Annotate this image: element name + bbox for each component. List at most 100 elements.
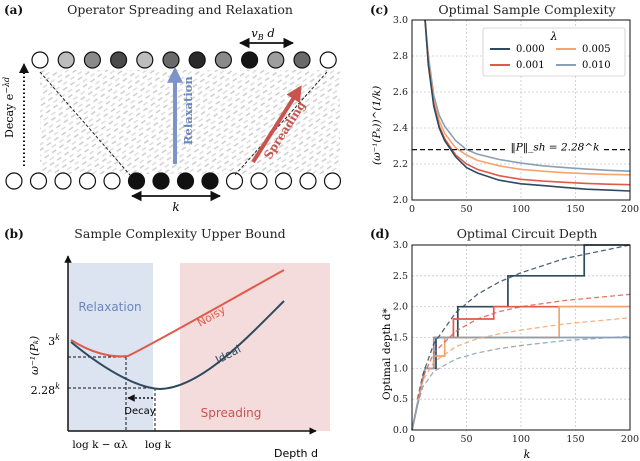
d-frame xyxy=(411,244,631,431)
c-xtick-label: 150 xyxy=(566,204,584,215)
d-xtick-label: 50 xyxy=(460,434,472,445)
c-series-0.000 xyxy=(424,20,630,192)
c-xtick-label: 50 xyxy=(460,204,472,215)
d-xtick-label: 150 xyxy=(566,434,584,445)
panel-d-label: (d) xyxy=(370,227,390,241)
c-legend-box xyxy=(482,27,626,77)
c-legend-label-0.001: 0.001 xyxy=(516,60,545,71)
d-xtick-label: 200 xyxy=(621,434,639,445)
top-qubit xyxy=(31,51,49,69)
c-legend: λ 0.000 0.001 0.005 0.010 xyxy=(482,27,626,77)
b-ytick-bottom: 2.28k xyxy=(31,382,61,397)
c-sh-label: ‖P‖_sh = 2.28^k xyxy=(511,142,600,155)
d-ytick-label: 0.0 xyxy=(393,425,408,436)
d-series-0.000-fit xyxy=(416,244,631,400)
top-qubit xyxy=(83,51,102,69)
c-xtick-label: 200 xyxy=(621,204,639,215)
top-qubit xyxy=(188,51,206,69)
c-ytick-label: 2.6 xyxy=(393,87,408,98)
d-series-0.010-fit xyxy=(416,335,631,406)
c-ytick-label: 2.8 xyxy=(393,51,408,62)
spreading-region-label: Spreading xyxy=(201,406,262,420)
d-series-0.005-fit xyxy=(416,317,631,403)
d-series-0.001-fit xyxy=(416,293,631,400)
b-ylabel: ω⁻¹(Pₖ) xyxy=(28,336,41,375)
d-xlabel: k xyxy=(524,448,531,461)
top-qubit xyxy=(214,51,232,69)
bottom-qubit xyxy=(152,172,170,190)
d-ytick-label: 2.0 xyxy=(393,302,408,313)
k-label: k xyxy=(172,200,179,214)
top-qubit xyxy=(319,51,337,69)
bottom-qubit xyxy=(274,172,293,190)
bottom-qubit xyxy=(103,172,121,190)
bottom-qubit xyxy=(201,172,219,190)
b-xtick-left: log k − αλ xyxy=(72,439,128,451)
d-ytick-label: 1.0 xyxy=(393,363,408,374)
chart-c: 0 50 100 150 200 2.0 2.2 2.4 2.6 2.8 3.0 ‖P‖_sh = 2… xyxy=(393,15,639,215)
top-qubit xyxy=(162,51,180,69)
c-series-0.005 xyxy=(424,20,630,176)
c-legend-title: λ xyxy=(550,30,558,43)
top-qubit xyxy=(136,51,154,69)
panel-a: (a) Operator Spreading and Relaxation De… xyxy=(2,2,342,214)
b-ytick-top: 3k xyxy=(48,333,60,348)
noisy-curve xyxy=(70,269,285,358)
vb-label: vB d xyxy=(251,26,274,42)
top-qubit xyxy=(267,51,285,69)
relaxation-region-label: Relaxation xyxy=(78,300,141,314)
bottom-qubit xyxy=(250,172,268,190)
panel-d-title: Optimal Circuit Depth xyxy=(457,226,598,241)
lightcone-left xyxy=(39,71,131,176)
panel-a-title: Operator Spreading and Relaxation xyxy=(67,2,293,17)
c-sh-label-bg xyxy=(508,139,602,154)
c-frame xyxy=(411,19,631,201)
panel-c: (c) Optimal Sample Complexity (ω⁻¹(Pₖ))^… xyxy=(370,2,639,215)
top-qubit xyxy=(293,51,311,69)
panel-b: (b) Sample Complexity Upper Bound Relaxa… xyxy=(4,226,330,460)
ideal-curve xyxy=(70,300,285,391)
bottom-qubit xyxy=(5,172,23,190)
top-qubit xyxy=(109,51,128,69)
c-ytick-label: 3.0 xyxy=(393,15,408,26)
bottom-qubit xyxy=(127,172,146,190)
c-legend-label-0.010: 0.010 xyxy=(582,60,611,71)
spreading-region xyxy=(180,263,330,431)
c-xtick-label: 100 xyxy=(512,204,530,215)
c-legend-label-0.005: 0.005 xyxy=(582,44,611,55)
c-ylabel: (ω⁻¹(Pₖ))^(1/k) xyxy=(371,86,383,165)
decay-label: Decay e−λd xyxy=(2,77,16,138)
c-xtick-label: 0 xyxy=(409,204,415,215)
top-qubit xyxy=(57,51,75,69)
panel-b-label: (b) xyxy=(4,227,24,241)
bottom-qubit xyxy=(54,172,72,190)
b-xlabel: Depth d xyxy=(274,447,318,460)
bottom-qubit xyxy=(78,172,97,190)
c-series-0.010 xyxy=(424,20,630,172)
d-ytick-label: 1.5 xyxy=(393,333,408,344)
panel-d: (d) Optimal Circuit Depth Optimal depth … xyxy=(370,226,639,461)
c-ytick-label: 2.2 xyxy=(393,159,408,170)
decay-shift-label: Decay xyxy=(124,406,155,417)
bottom-qubit xyxy=(225,172,244,190)
chart-d: 0 50 100 150 200 0.0 0.5 1.0 1.5 2.0 2.5 3.0 xyxy=(393,240,639,445)
d-xtick-label: 100 xyxy=(512,434,530,445)
top-qubit-row xyxy=(31,51,337,69)
d-ytick-label: 0.5 xyxy=(393,394,408,405)
panel-b-title: Sample Complexity Upper Bound xyxy=(74,226,285,241)
panel-c-title: Optimal Sample Complexity xyxy=(438,2,616,17)
c-legend-label-0.000: 0.000 xyxy=(516,44,545,55)
bottom-qubit xyxy=(29,172,48,190)
d-ytick-label: 3.0 xyxy=(393,240,408,251)
relaxation-label: Relaxation xyxy=(181,76,195,145)
panel-a-label: (a) xyxy=(4,3,23,17)
bottom-qubit xyxy=(323,172,342,190)
top-qubit xyxy=(241,51,259,69)
d-xtick-label: 0 xyxy=(409,434,415,445)
c-ytick-label: 2.0 xyxy=(393,195,408,206)
bottom-qubit-row xyxy=(5,172,342,190)
panel-c-label: (c) xyxy=(370,3,389,17)
bottom-qubit xyxy=(176,172,195,190)
d-ylabel: Optimal depth d* xyxy=(381,307,393,400)
